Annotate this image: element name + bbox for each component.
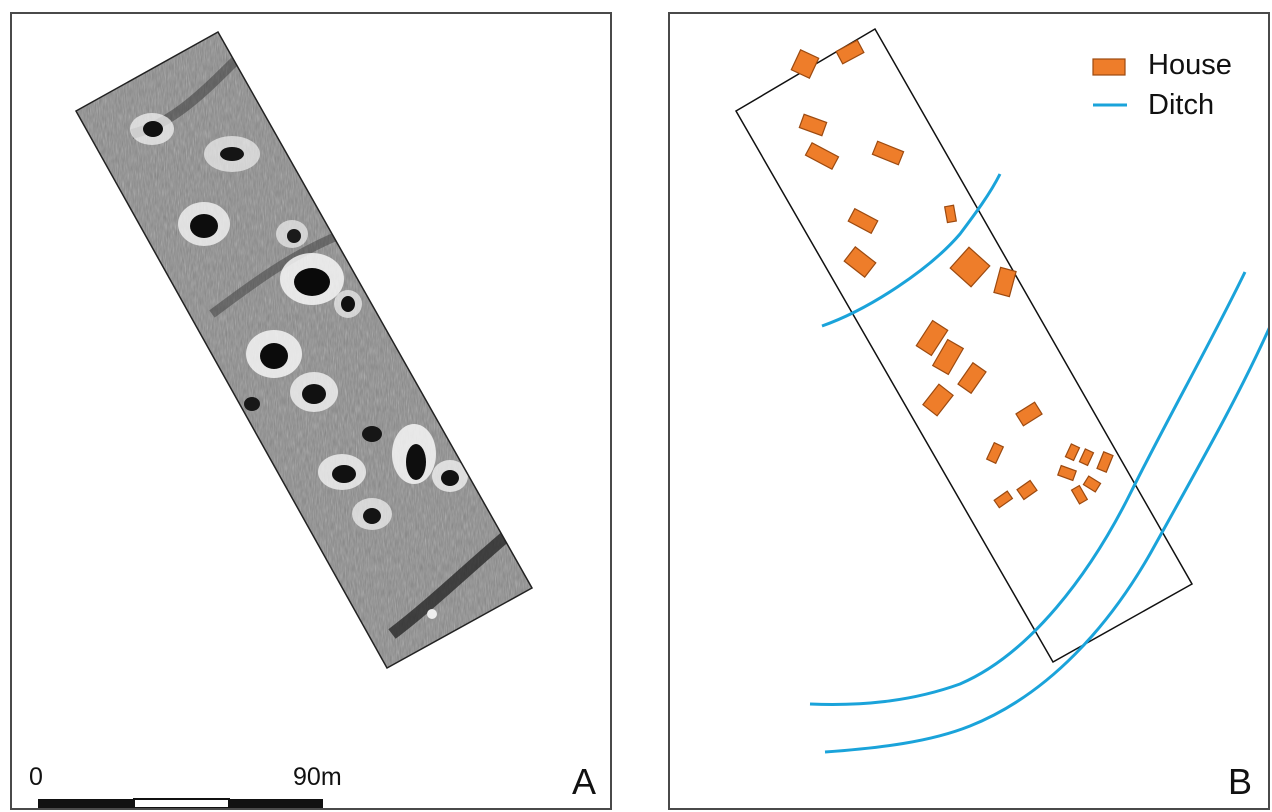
legend-ditch-label: Ditch xyxy=(1148,89,1215,121)
house xyxy=(871,140,905,166)
house xyxy=(835,39,865,65)
house xyxy=(1082,475,1102,493)
house xyxy=(931,338,965,376)
panel-a-survey-image: 0 90m A xyxy=(10,12,612,810)
house xyxy=(798,113,828,137)
interpretation-map xyxy=(734,27,1268,754)
house xyxy=(993,490,1014,509)
house xyxy=(1016,479,1038,501)
house-anomalies xyxy=(130,113,468,619)
ditch-lines xyxy=(809,173,1268,754)
survey-strip-outline xyxy=(74,30,534,670)
panel-b-interpretation-map: House Ditch B xyxy=(668,12,1270,810)
scale-label-end: 90m xyxy=(293,765,342,790)
house xyxy=(957,361,987,395)
panel-letter-b: B xyxy=(1227,761,1252,802)
house xyxy=(1070,484,1089,505)
house xyxy=(1064,443,1081,462)
survey-area-outline xyxy=(734,27,1194,664)
scale-label-unit: m xyxy=(320,763,342,791)
house xyxy=(1015,401,1043,427)
scale-label-start: 0 xyxy=(29,763,43,791)
legend-house-swatch xyxy=(1092,58,1126,76)
house xyxy=(843,246,877,278)
scale-label-end-value: 90 xyxy=(293,763,321,791)
house xyxy=(847,207,879,235)
house xyxy=(949,246,991,288)
house xyxy=(1096,451,1114,473)
house xyxy=(943,204,958,224)
survey-raster-map xyxy=(38,30,534,808)
house xyxy=(922,383,954,417)
ditch-south-outer xyxy=(824,327,1268,754)
house xyxy=(985,441,1005,465)
ditch-north xyxy=(821,173,1002,328)
house xyxy=(915,319,949,357)
ditch-south-inner xyxy=(809,271,1247,706)
legend-house-label: House xyxy=(1148,49,1232,81)
house-features xyxy=(790,39,1114,509)
house xyxy=(804,141,840,171)
survey-strip xyxy=(76,32,532,668)
legend xyxy=(1092,58,1127,107)
panel-letter-a: A xyxy=(571,761,596,802)
house xyxy=(1057,464,1077,482)
house xyxy=(790,49,820,79)
house xyxy=(993,266,1017,298)
scale-bar xyxy=(38,798,323,808)
house xyxy=(1078,448,1095,467)
